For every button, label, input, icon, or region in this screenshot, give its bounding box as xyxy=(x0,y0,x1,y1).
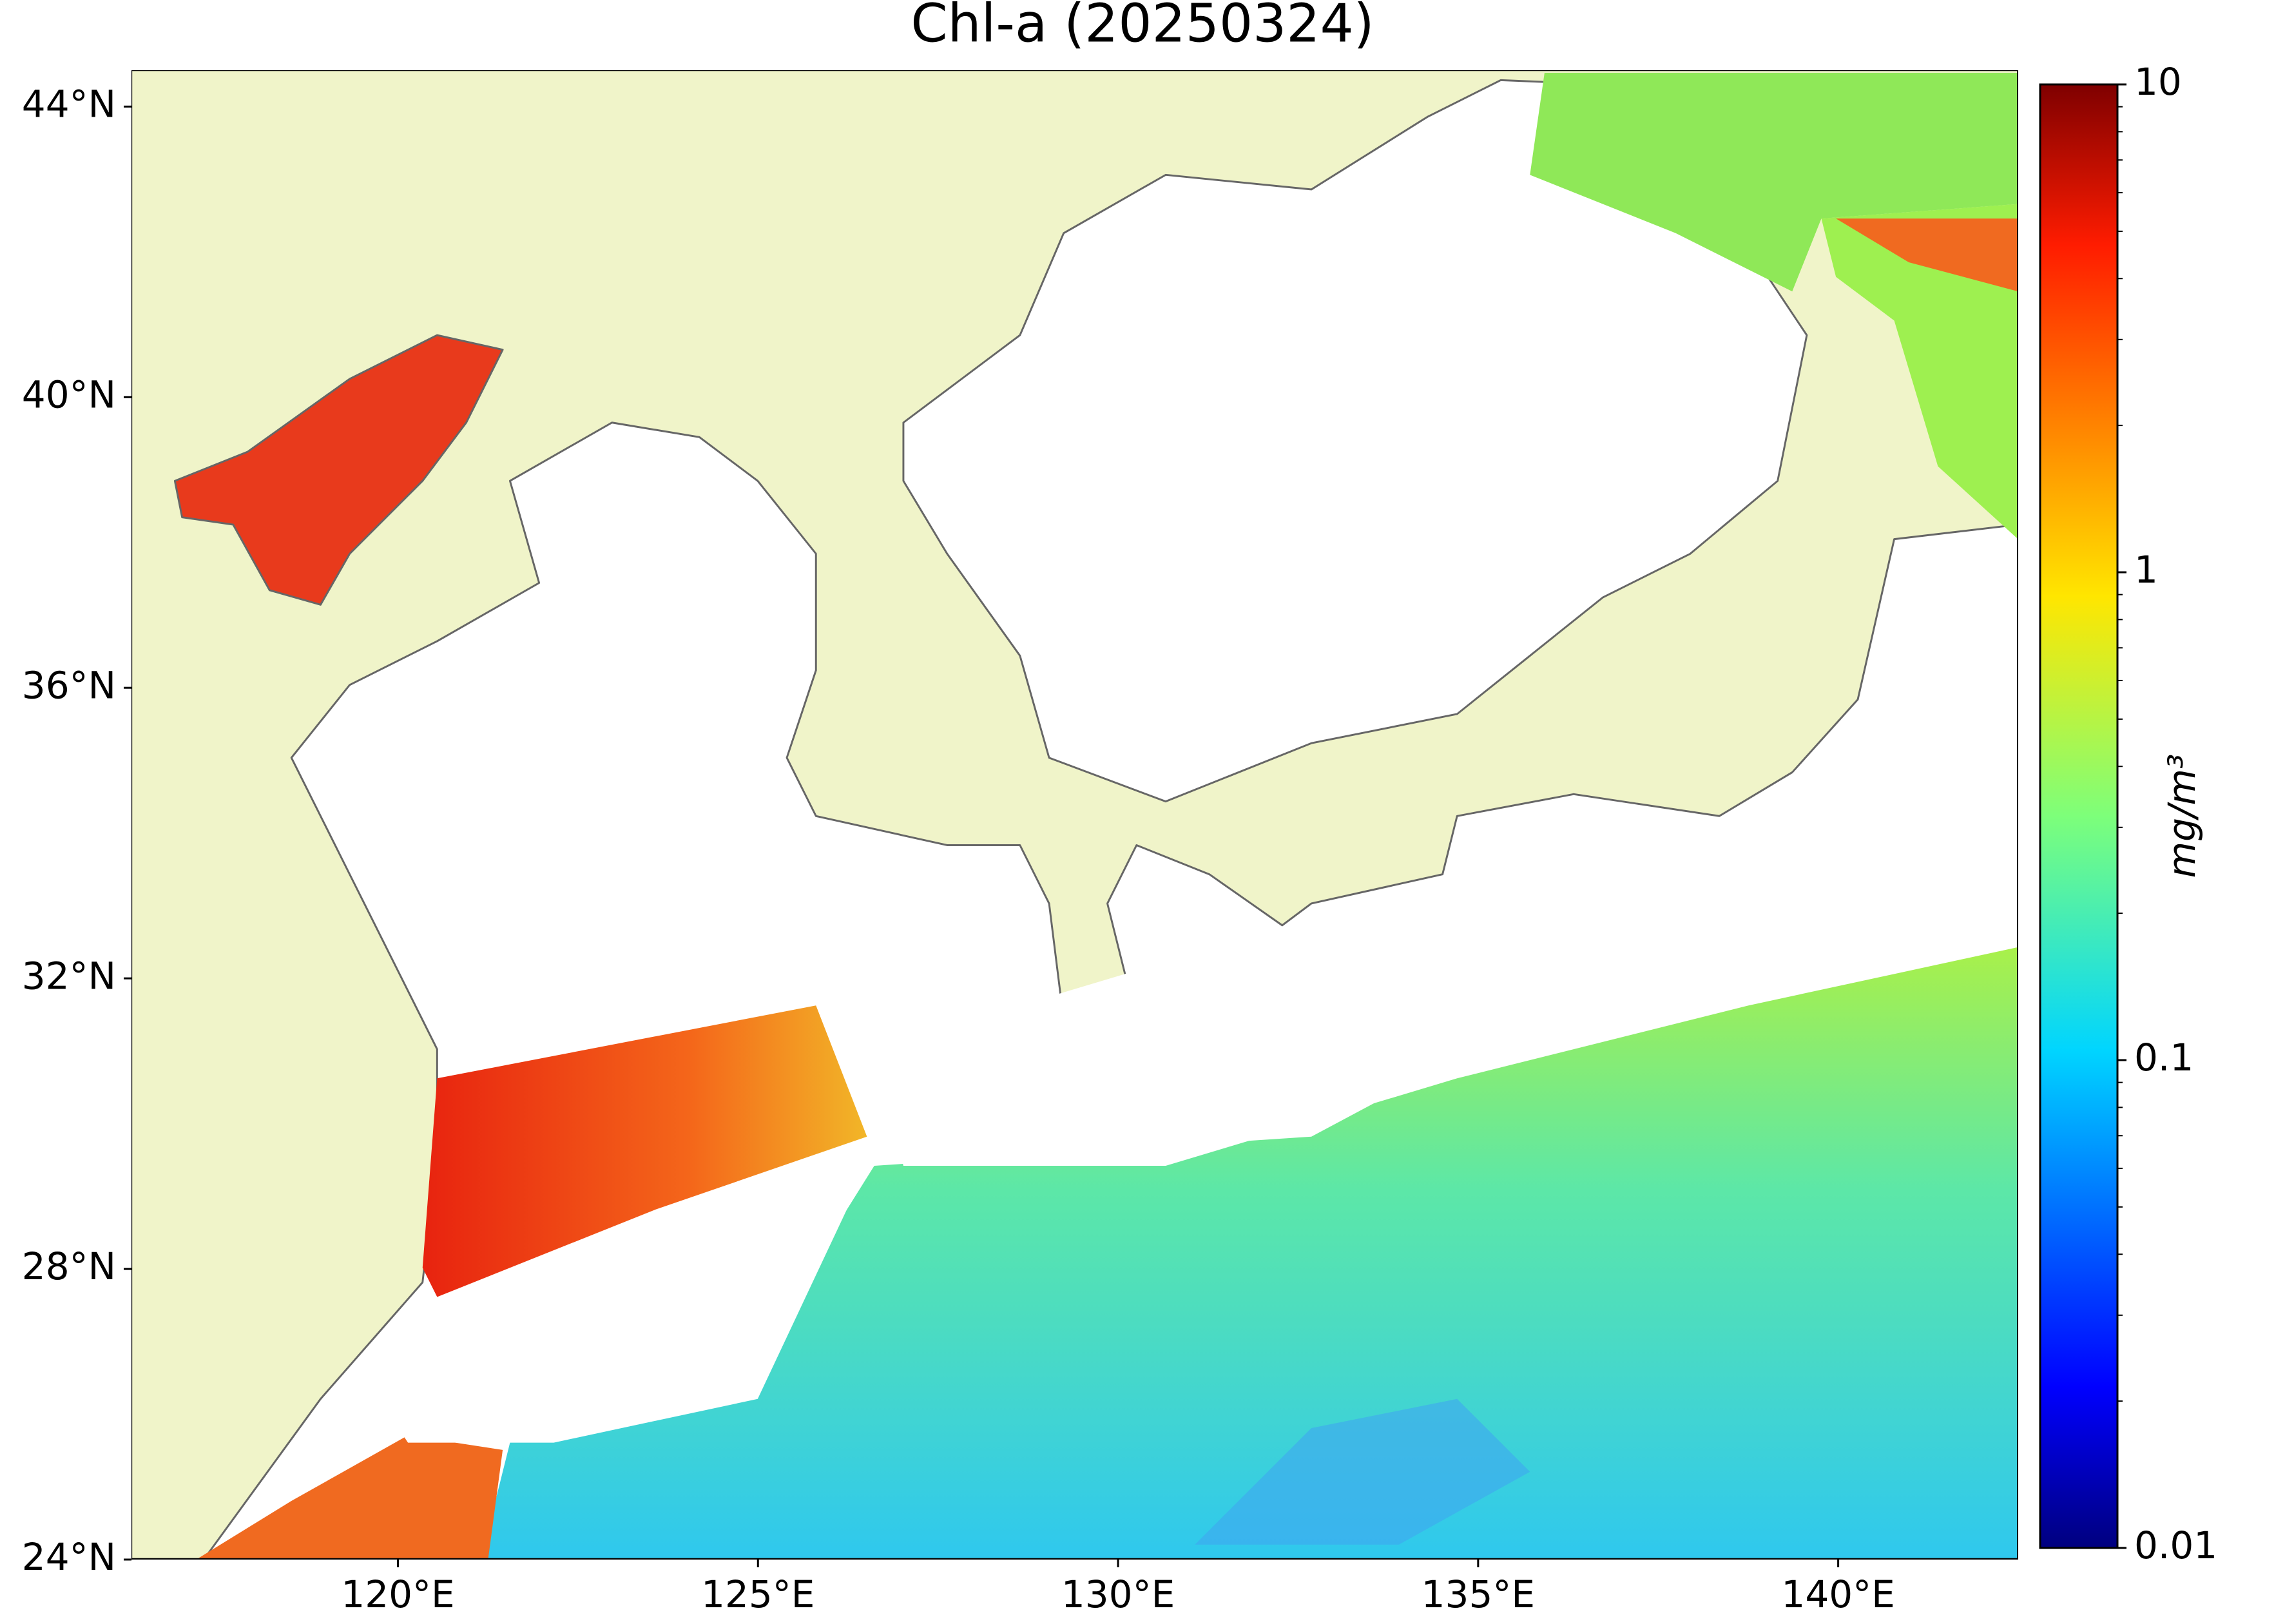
chart-title: Chl-a (20250324) xyxy=(911,0,1374,54)
ecs-bloom xyxy=(422,1005,867,1297)
north-bloom xyxy=(1836,218,2018,292)
axes-frame xyxy=(131,70,2018,1560)
x-tick-label: 120°E xyxy=(341,1572,454,1616)
bohai-sea xyxy=(173,334,504,606)
y-tick-label: 28°N xyxy=(22,1244,116,1288)
colorbar xyxy=(2039,83,2119,1549)
cloud xyxy=(378,1151,874,1443)
south-ocean xyxy=(204,947,2018,1560)
colorbar-tick-label: 0.1 xyxy=(2134,1036,2193,1079)
x-tick-label: 125°E xyxy=(701,1572,815,1616)
sea-japan xyxy=(902,79,1808,803)
y-tick-label: 40°N xyxy=(22,372,116,416)
colorbar-tick-label: 0.01 xyxy=(2134,1523,2217,1567)
x-tick-label: 130°E xyxy=(1061,1572,1175,1616)
x-tick-label: 140°E xyxy=(1781,1572,1895,1616)
colorbar-label: mg/m³ xyxy=(2160,754,2204,878)
y-tick-label: 44°N xyxy=(22,82,116,126)
map-area xyxy=(131,70,2018,1560)
x-tick-label: 135°E xyxy=(1422,1572,1535,1616)
colorbar-tick-label: 10 xyxy=(2134,60,2182,104)
colorbar-tick-label: 1 xyxy=(2134,548,2158,592)
y-tick-label: 32°N xyxy=(22,954,116,998)
cloud xyxy=(874,816,2018,1166)
north-sea xyxy=(1530,73,2018,292)
taiwan-strait xyxy=(197,1435,503,1560)
y-tick-label: 24°N xyxy=(22,1535,116,1579)
low-chl xyxy=(1195,1398,1530,1545)
y-tick-label: 36°N xyxy=(22,663,116,707)
tohoku-sea xyxy=(1821,204,2018,539)
